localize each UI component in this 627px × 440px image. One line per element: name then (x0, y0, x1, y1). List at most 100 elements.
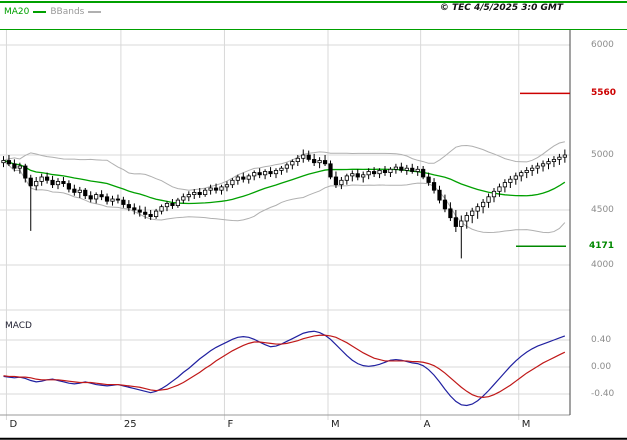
candle-body (393, 166, 399, 170)
candle-body (502, 182, 508, 188)
candle-body (34, 180, 39, 187)
candle-body (301, 154, 306, 159)
candle-body (23, 165, 28, 179)
candle-body (290, 161, 295, 166)
candle-body (126, 204, 131, 209)
time-axis-label: M (521, 419, 531, 430)
candle-body (262, 171, 268, 176)
candle-body (279, 167, 284, 171)
candle-body (6, 160, 12, 165)
macd-panel-title: MACD (5, 321, 32, 331)
candle-body (208, 187, 213, 191)
ma20-line (3, 159, 566, 205)
candle-body (306, 154, 311, 160)
candle-body (355, 173, 360, 178)
candle-body (164, 202, 170, 208)
candle-body (159, 206, 164, 212)
candle-body (404, 167, 409, 171)
time-axis-label: M (331, 419, 340, 430)
candle-body (557, 156, 562, 160)
candle-body (148, 213, 153, 217)
candle-body (486, 196, 491, 203)
candle-body (115, 198, 121, 201)
candle-body (235, 176, 240, 181)
candle-body (94, 194, 99, 200)
candle-body (213, 187, 219, 191)
candle-body (361, 174, 366, 178)
candle-body (203, 189, 208, 195)
candle-body (17, 165, 22, 169)
candle-body (350, 173, 355, 177)
candle-body (230, 179, 235, 186)
price-axis-label: 6000 (591, 40, 614, 50)
candle-body (382, 169, 388, 173)
copyright-text: © TEC 4/5/2025 3:0 GMT (439, 3, 563, 13)
bollinger-lower-line (3, 160, 566, 234)
candle-body (170, 202, 175, 206)
macd-axis-label: -0.40 (591, 389, 615, 399)
candle-body (371, 171, 377, 175)
candle-body (410, 167, 415, 172)
candle-body (453, 217, 458, 227)
candle-body (442, 199, 448, 210)
candle-body (535, 165, 540, 169)
candle-body (175, 199, 180, 207)
candle-body (61, 180, 66, 184)
candle-body (415, 168, 420, 172)
candle-body (121, 199, 126, 205)
candle-body (540, 163, 546, 167)
candle-body (55, 180, 61, 186)
candle-body (388, 168, 393, 174)
candle-body (72, 188, 77, 193)
candle-body (88, 195, 93, 200)
candle-body (546, 161, 551, 165)
price-axis-label: 4000 (591, 260, 614, 270)
candle-body (246, 175, 251, 180)
macd-signal-line (3, 334, 566, 398)
price-axis-label: 5000 (591, 150, 614, 160)
candle-body (426, 176, 431, 183)
candle-body (224, 184, 230, 188)
candle-body (153, 210, 159, 218)
candle-body (104, 196, 110, 202)
candle-body (513, 175, 518, 180)
candle-body (273, 169, 279, 175)
candle-body (562, 154, 567, 158)
ma20-legend-label: MA20 (4, 7, 30, 17)
candle-body (83, 189, 88, 197)
candle-body (181, 196, 186, 201)
candle-body (50, 179, 55, 186)
chart-legend: MA20 BBands (4, 7, 102, 17)
time-axis-label: F (227, 419, 234, 430)
candle-body (219, 186, 224, 191)
candle-body (137, 209, 142, 213)
candle-body (192, 191, 197, 195)
candle-body (470, 210, 475, 216)
macd-axis-label: 0.40 (591, 335, 612, 345)
candle-body (339, 179, 344, 186)
candle-body (524, 169, 529, 173)
candle-body (464, 215, 469, 222)
resistance-label: 5560 (591, 88, 617, 99)
candle-body (328, 163, 333, 178)
bbands-line-swatch (88, 11, 102, 13)
candle-body (197, 191, 202, 195)
time-axis-label: A (423, 419, 431, 430)
candle-body (284, 164, 290, 169)
candle-body (317, 160, 322, 164)
candle-body (241, 176, 246, 180)
candle-body (132, 207, 137, 211)
macd-line (3, 330, 566, 407)
candle-body (143, 211, 148, 215)
candle-body (497, 186, 502, 192)
candle-body (530, 167, 535, 171)
bollinger-upper-line (3, 141, 565, 191)
candle-body (491, 190, 497, 198)
candle-body (421, 168, 426, 178)
candle-body (437, 189, 442, 201)
candle-body (312, 158, 317, 164)
candle-body (459, 220, 464, 227)
candle-body (519, 172, 524, 177)
